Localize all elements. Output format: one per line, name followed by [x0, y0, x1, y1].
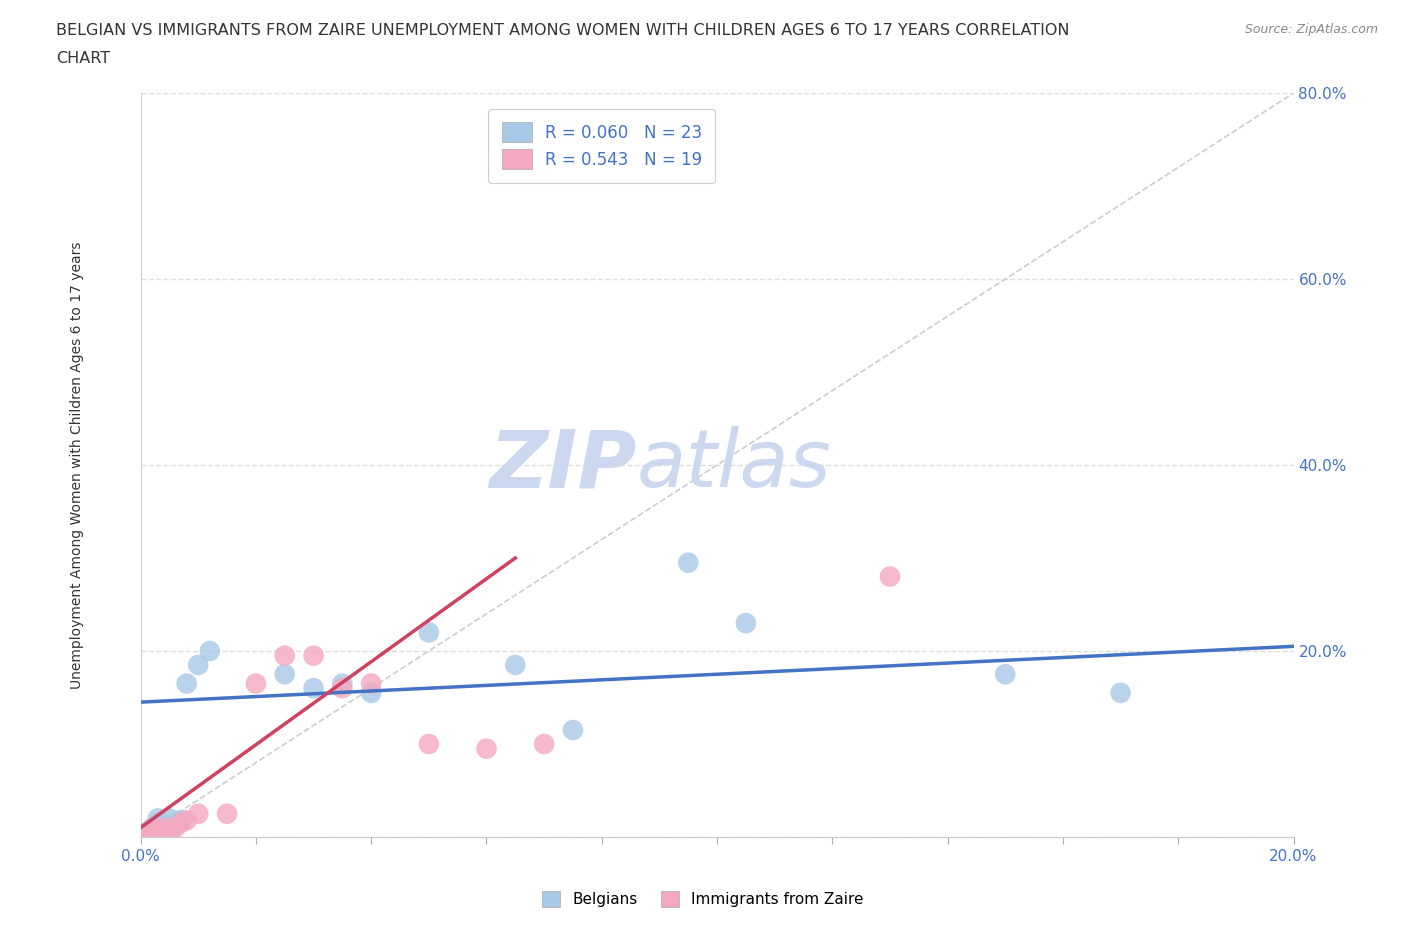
Point	[187, 806, 209, 821]
Point	[1109, 685, 1132, 700]
Point	[141, 820, 163, 835]
Point	[332, 676, 354, 691]
Point	[678, 555, 700, 570]
Text: Unemployment Among Women with Children Ages 6 to 17 years: Unemployment Among Women with Children A…	[70, 241, 84, 689]
Legend: R = 0.060   N = 23, R = 0.543   N = 19: R = 0.060 N = 23, R = 0.543 N = 19	[488, 109, 716, 183]
Point	[302, 681, 325, 696]
Text: atlas: atlas	[637, 426, 831, 504]
Text: CHART: CHART	[56, 51, 110, 66]
Text: BELGIAN VS IMMIGRANTS FROM ZAIRE UNEMPLOYMENT AMONG WOMEN WITH CHILDREN AGES 6 T: BELGIAN VS IMMIGRANTS FROM ZAIRE UNEMPLO…	[56, 23, 1070, 38]
Point	[360, 676, 382, 691]
Point	[135, 825, 157, 840]
Point	[187, 658, 209, 672]
Point	[165, 816, 187, 830]
Point	[146, 822, 169, 837]
Point	[135, 825, 157, 840]
Point	[994, 667, 1017, 682]
Point	[159, 825, 180, 840]
Text: ZIP: ZIP	[489, 426, 637, 504]
Point	[159, 820, 180, 835]
Point	[418, 737, 440, 751]
Point	[302, 648, 325, 663]
Point	[735, 616, 758, 631]
Point	[245, 676, 267, 691]
Point	[176, 676, 198, 691]
Text: Source: ZipAtlas.com: Source: ZipAtlas.com	[1244, 23, 1378, 36]
Point	[146, 816, 169, 830]
Point	[170, 813, 193, 828]
Point	[141, 822, 163, 837]
Point	[217, 806, 239, 821]
Point	[159, 811, 180, 826]
Point	[332, 681, 354, 696]
Point	[879, 569, 901, 584]
Point	[533, 737, 555, 751]
Point	[152, 820, 174, 835]
Legend: Belgians, Immigrants from Zaire: Belgians, Immigrants from Zaire	[536, 884, 870, 913]
Point	[503, 658, 526, 672]
Point	[165, 820, 187, 835]
Point	[360, 685, 382, 700]
Point	[198, 644, 221, 658]
Point	[418, 625, 440, 640]
Point	[475, 741, 498, 756]
Point	[146, 811, 169, 826]
Point	[274, 648, 297, 663]
Point	[562, 723, 585, 737]
Point	[274, 667, 297, 682]
Point	[176, 813, 198, 828]
Point	[170, 816, 193, 830]
Point	[152, 820, 174, 835]
